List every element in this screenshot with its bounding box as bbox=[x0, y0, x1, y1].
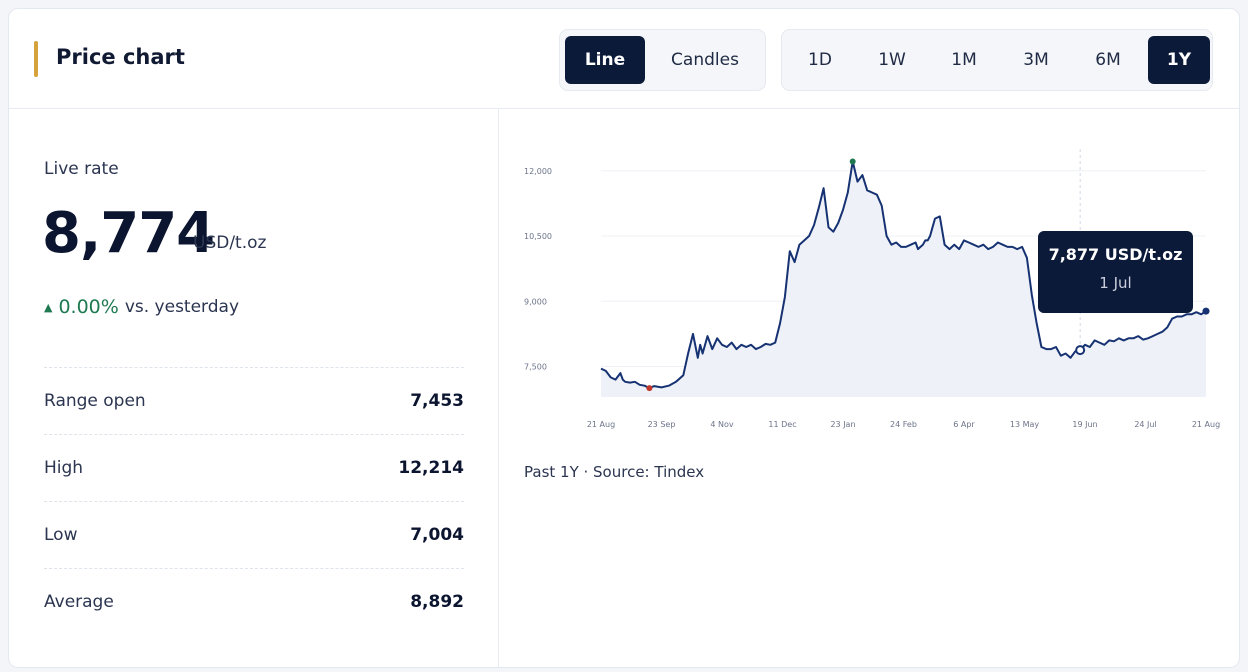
range-1w-button[interactable]: 1W bbox=[878, 50, 906, 70]
chart-type-toggle: Line Candles bbox=[559, 29, 766, 91]
stat-row-low: Low 7,004 bbox=[44, 501, 464, 568]
title-accent-bar bbox=[34, 41, 38, 77]
x-tick-label: 23 Jan bbox=[830, 420, 855, 429]
stat-value: 12,214 bbox=[398, 458, 464, 478]
stat-label: Average bbox=[44, 592, 114, 612]
price-series-line bbox=[600, 160, 1207, 390]
change-percent: 0.00% bbox=[58, 296, 119, 318]
x-tick-label: 19 Jun bbox=[1072, 420, 1097, 429]
live-rate-label: Live rate bbox=[44, 159, 119, 179]
change-suffix: vs. yesterday bbox=[124, 297, 240, 317]
low-point-marker bbox=[646, 385, 653, 392]
stat-row-high: High 12,214 bbox=[44, 434, 464, 501]
card-header: Price chart Line Candles 1D 1W 1M 3M 6M … bbox=[9, 9, 1239, 109]
x-tick-label: 24 Feb bbox=[890, 420, 917, 429]
range-1m-button[interactable]: 1M bbox=[951, 50, 977, 70]
stat-label: Low bbox=[44, 525, 78, 545]
unit-label: USD/t.oz bbox=[193, 233, 267, 253]
tooltip-point-marker bbox=[1075, 345, 1086, 356]
price-area-fill bbox=[601, 161, 1206, 397]
x-tick-label: 21 Aug bbox=[587, 420, 615, 429]
stat-row-range-open: Range open 7,453 bbox=[44, 367, 464, 434]
y-tick-label: 9,000 bbox=[524, 297, 547, 306]
summary-panel: Live rate 8,774 USD/t.oz ▲ 0.00% vs. yes… bbox=[9, 109, 499, 667]
line-button[interactable]: Line bbox=[565, 36, 645, 84]
x-tick-label: 6 Apr bbox=[953, 420, 975, 429]
x-tick-label: 21 Aug bbox=[1192, 420, 1220, 429]
stat-value: 7,453 bbox=[410, 391, 464, 411]
last-point-marker bbox=[1202, 307, 1210, 315]
chart-tooltip: 7,877 USD/t.oz 1 Jul bbox=[1038, 231, 1193, 313]
stat-value: 8,892 bbox=[410, 592, 464, 612]
live-rate-value: 8,774 bbox=[42, 201, 215, 266]
stats-list: Range open 7,453 High 12,214 Low 7,004 A… bbox=[44, 367, 464, 635]
range-3m-button[interactable]: 3M bbox=[1023, 50, 1049, 70]
tooltip-value: 7,877 USD/t.oz bbox=[1048, 245, 1183, 264]
price-chart-card: Price chart Line Candles 1D 1W 1M 3M 6M … bbox=[8, 8, 1240, 668]
tooltip-date: 1 Jul bbox=[1099, 274, 1132, 292]
x-tick-label: 11 Dec bbox=[768, 420, 796, 429]
high-point-marker bbox=[849, 158, 856, 165]
daily-change: ▲ 0.00% vs. yesterday bbox=[44, 296, 239, 318]
range-1y-button[interactable]: 1Y bbox=[1148, 36, 1210, 84]
stat-label: High bbox=[44, 458, 84, 478]
stat-row-average: Average 8,892 bbox=[44, 568, 464, 635]
x-tick-label: 13 May bbox=[1010, 420, 1040, 429]
stat-label: Range open bbox=[44, 391, 146, 411]
range-selector: 1D 1W 1M 3M 6M 1Y bbox=[781, 29, 1213, 91]
stat-value: 7,004 bbox=[410, 525, 464, 545]
range-6m-button[interactable]: 6M bbox=[1095, 50, 1121, 70]
page-title: Price chart bbox=[56, 45, 185, 69]
x-tick-label: 24 Jul bbox=[1134, 420, 1156, 429]
x-tick-label: 23 Sep bbox=[648, 420, 676, 429]
up-arrow-icon: ▲ bbox=[44, 300, 53, 314]
y-tick-label: 12,000 bbox=[524, 167, 552, 176]
range-1d-button[interactable]: 1D bbox=[808, 50, 832, 70]
candles-button[interactable]: Candles bbox=[671, 50, 739, 70]
y-tick-label: 10,500 bbox=[524, 232, 552, 241]
y-tick-label: 7,500 bbox=[524, 363, 547, 372]
chart-source-note: Past 1Y · Source: Tindex bbox=[524, 463, 705, 481]
chart-panel: 12,000 10,500 9,000 7,500 21 Aug 23 Sep 4 Nov 1… bbox=[499, 109, 1239, 667]
x-tick-label: 4 Nov bbox=[710, 420, 734, 429]
